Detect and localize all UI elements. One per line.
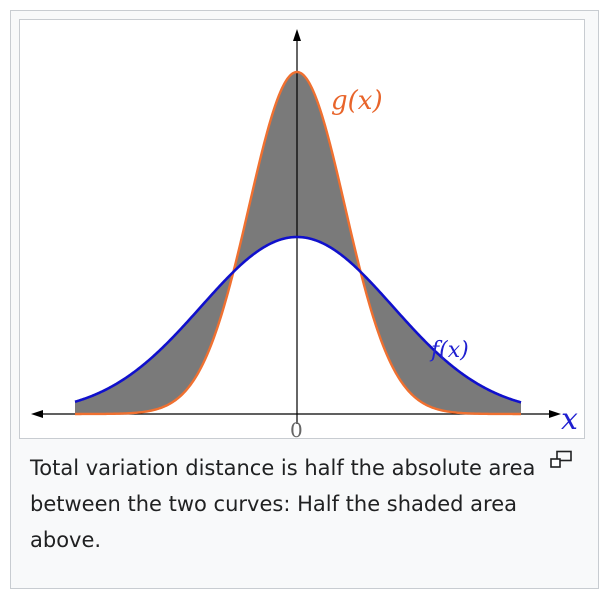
f-label: f(x)	[429, 338, 469, 363]
x-axis-label: x	[561, 402, 578, 437]
figure-image[interactable]: g(x) f(x) x 0	[19, 19, 585, 439]
figure-caption: Total variation distance is half the abs…	[30, 456, 536, 552]
f-curve	[74, 235, 522, 404]
x-axis-right-arrow-icon	[549, 410, 561, 418]
origin-label: 0	[290, 418, 303, 439]
shaded-difference-area	[75, 72, 521, 414]
g-curve	[75, 70, 521, 416]
x-axis-left-arrow-icon	[31, 410, 43, 418]
g-label: g(x)	[331, 86, 383, 116]
tv-distance-plot: g(x) f(x) x 0	[31, 29, 578, 439]
y-axis-arrow-icon	[293, 29, 301, 41]
magnify-clip-icon[interactable]	[549, 450, 573, 470]
